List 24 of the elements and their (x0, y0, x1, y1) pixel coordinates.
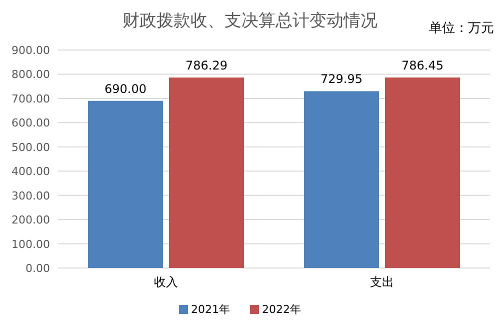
data-label: 786.45 (402, 58, 444, 73)
chart-subtitle: 单位：万元 (429, 21, 494, 36)
legend-label: 2021年 (191, 303, 230, 316)
y-tick-label: 500.00 (12, 140, 50, 154)
y-tick-label: 300.00 (12, 189, 50, 202)
x-tick-label: 收入 (154, 275, 178, 289)
bar (304, 91, 379, 268)
chart-title: 财政拨款收、支决算总计变动情况 (122, 11, 378, 31)
y-tick-label: 100.00 (12, 238, 50, 251)
y-tick-label: 600.00 (12, 116, 50, 130)
data-label: 786.29 (186, 58, 228, 73)
y-tick-label: 0.00 (26, 262, 50, 275)
bar (385, 78, 460, 268)
y-tick-label: 700.00 (12, 92, 50, 106)
bar (169, 78, 244, 268)
y-tick-label: 400.00 (12, 165, 50, 178)
y-tick-label: 200.00 (12, 214, 50, 227)
bar (88, 100, 163, 268)
x-tick-label: 支出 (370, 275, 394, 289)
data-label: 729.95 (320, 72, 362, 86)
data-label: 690.00 (104, 82, 146, 96)
y-tick-label: 800.00 (12, 68, 50, 82)
y-tick-label: 900.00 (12, 44, 50, 57)
legend-label: 2022年 (262, 303, 301, 316)
